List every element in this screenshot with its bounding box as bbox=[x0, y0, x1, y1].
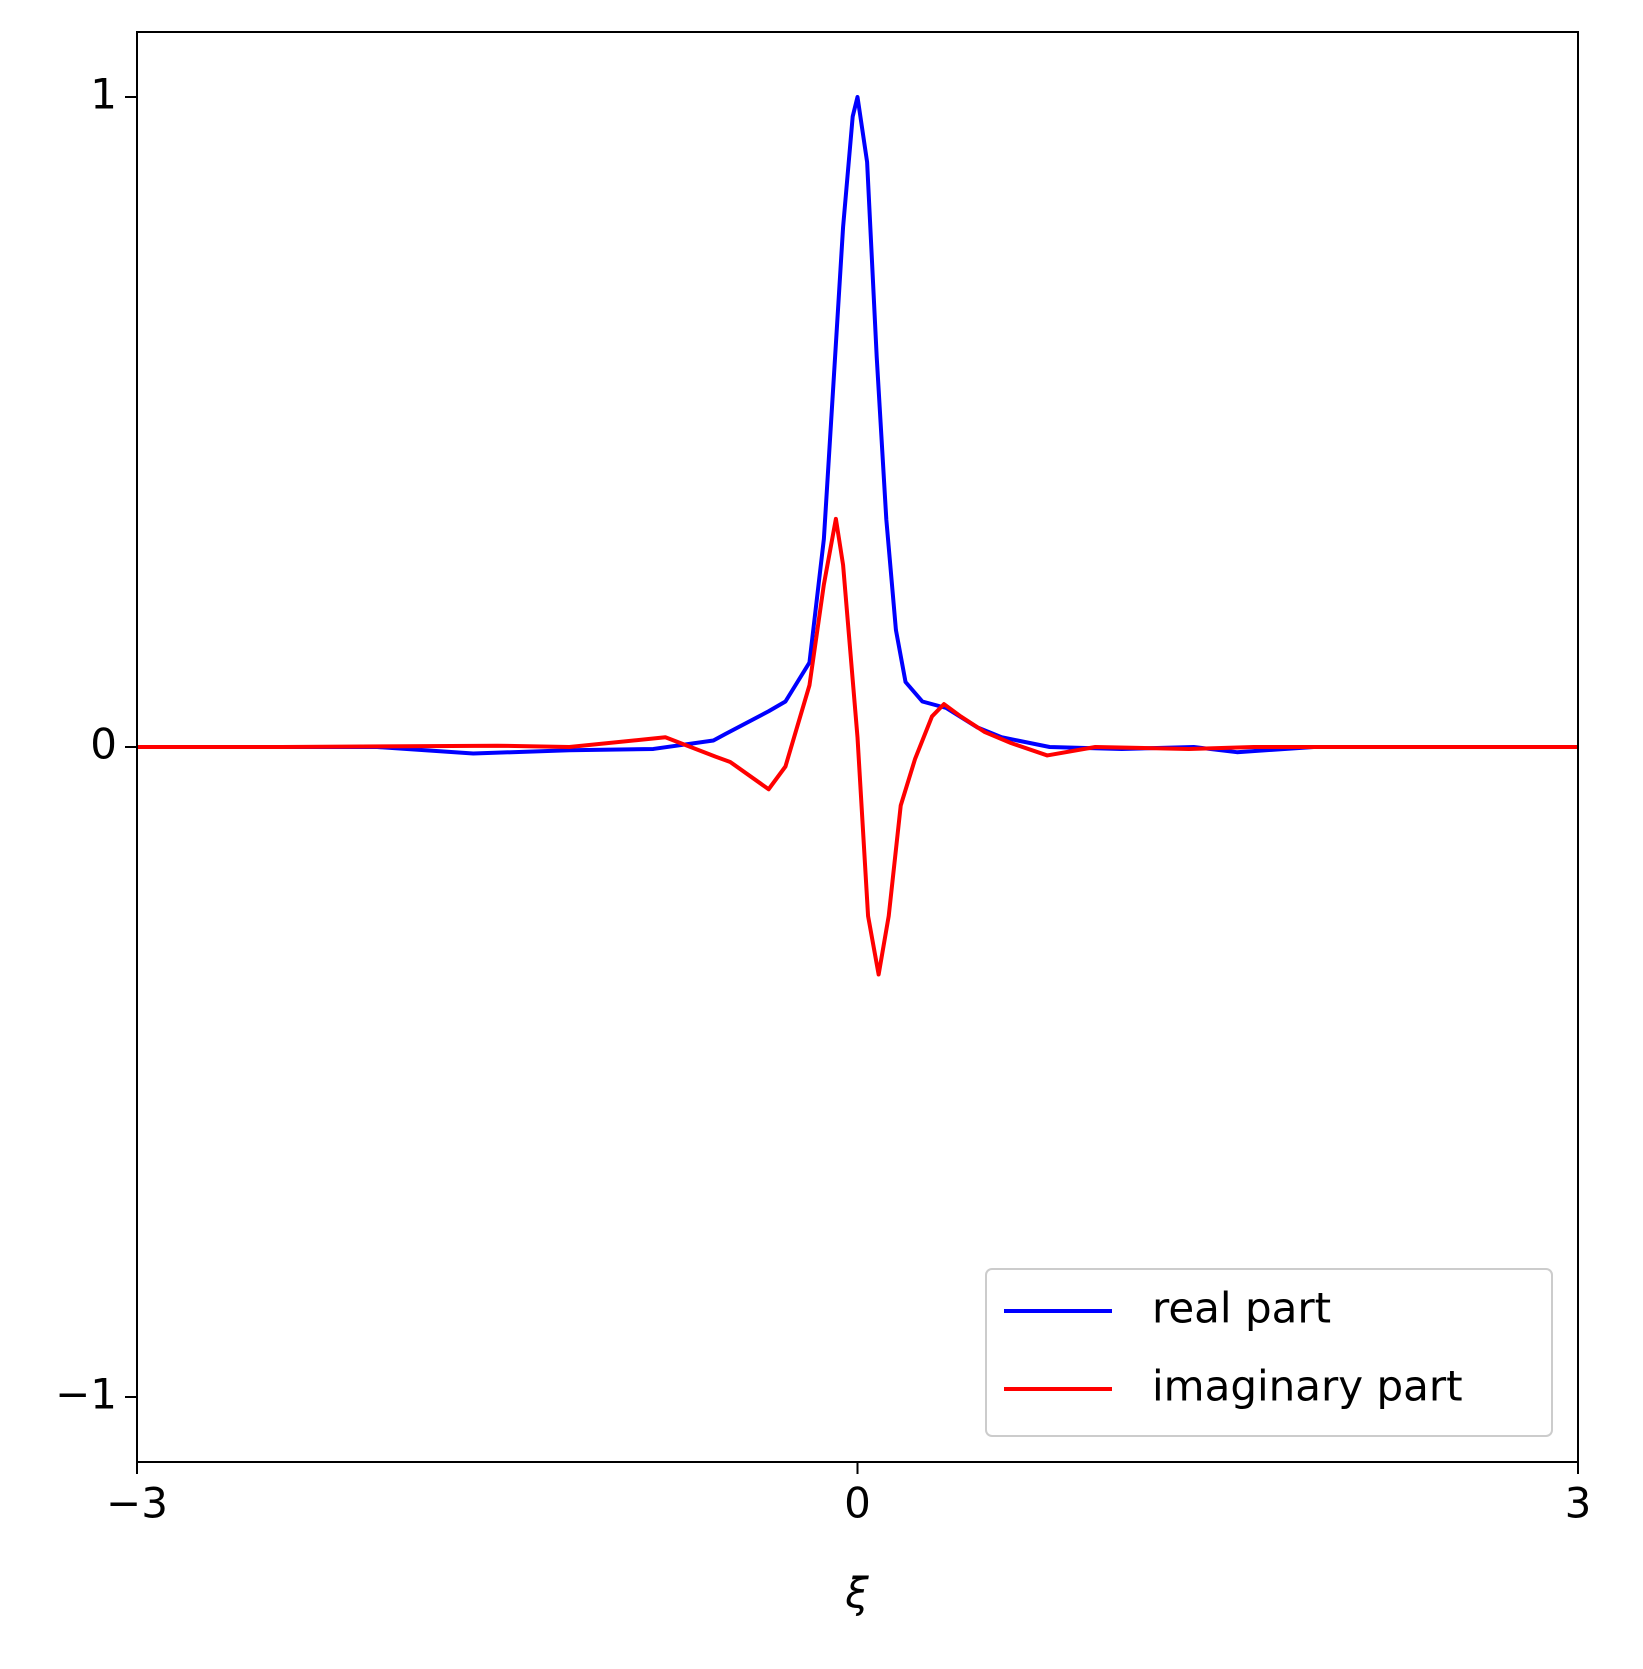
legend-box bbox=[985, 1268, 1553, 1437]
y-tick-label: 1 bbox=[90, 70, 117, 119]
line-series bbox=[137, 516, 1578, 977]
y-tick-label: 0 bbox=[90, 720, 117, 769]
plot-frame bbox=[136, 31, 1579, 1463]
x-tick-label: 0 bbox=[844, 1479, 871, 1528]
x-axis-label: ξ bbox=[844, 1569, 869, 1618]
x-tick-label: −3 bbox=[106, 1479, 168, 1528]
line-series bbox=[137, 95, 1578, 756]
legend-label: real part bbox=[1152, 1284, 1331, 1333]
y-tick-label: −1 bbox=[55, 1370, 117, 1419]
legend-label: imaginary part bbox=[1152, 1362, 1463, 1411]
x-tick-label: 3 bbox=[1565, 1479, 1592, 1528]
